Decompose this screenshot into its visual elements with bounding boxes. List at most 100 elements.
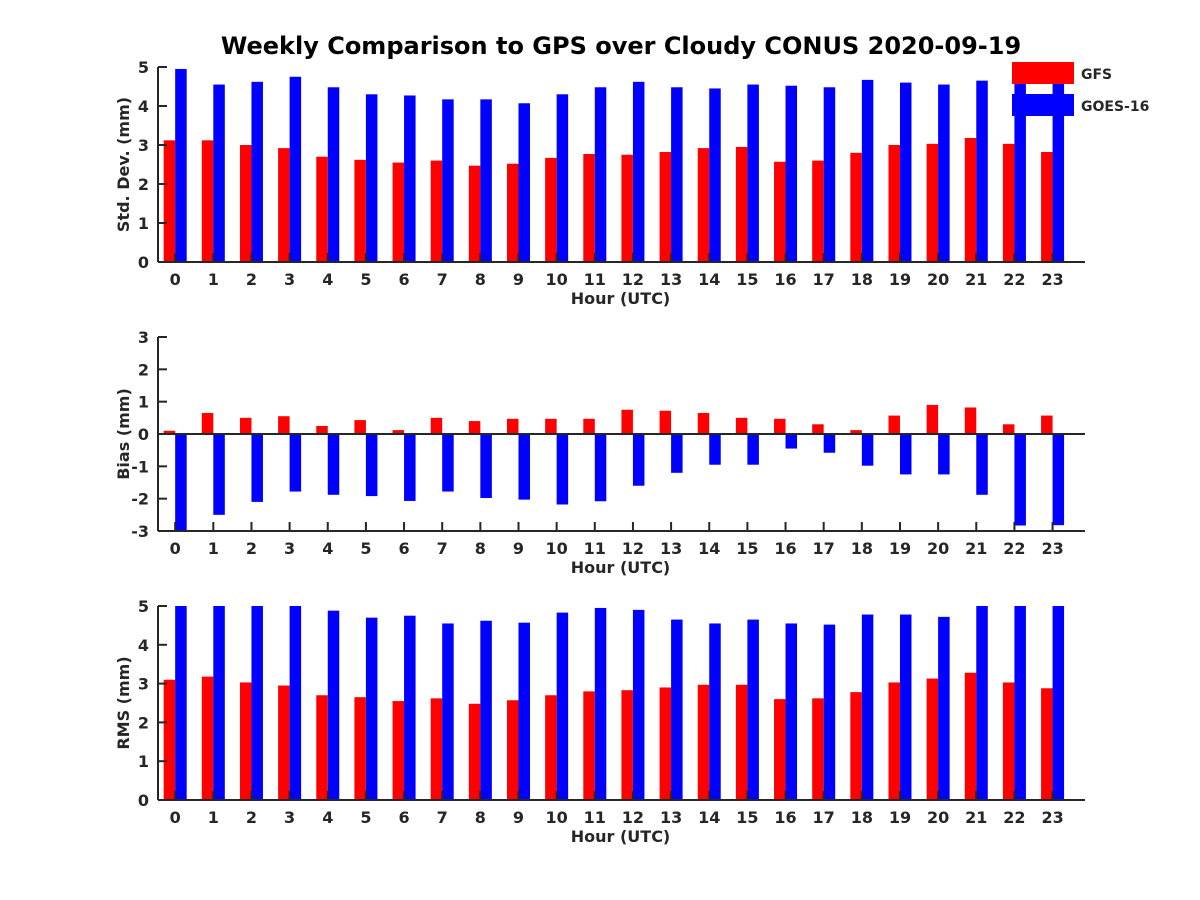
bar-gfs-hour-22: [1002, 143, 1015, 262]
bar-gfs-hour-9: [507, 163, 519, 262]
x-tick-label: 10: [546, 539, 568, 558]
bar-goes-16-hour-7: [442, 623, 454, 800]
x-tick-label: 14: [698, 808, 720, 827]
bar-gfs-hour-20: [926, 143, 939, 262]
bar-gfs-hour-5: [354, 159, 366, 262]
x-tick-label: 18: [851, 808, 873, 827]
y-tick-label: 1: [138, 752, 149, 771]
x-tick-label: 9: [513, 270, 524, 289]
x-tick-label: 16: [774, 808, 796, 827]
legend-label-goes-16: GOES-16: [1081, 99, 1149, 115]
x-tick-label: 4: [322, 270, 333, 289]
bar-gfs-hour-10: [545, 418, 557, 434]
bar-gfs-hour-20: [926, 404, 939, 434]
x-tick-label: 16: [774, 539, 796, 558]
bar-gfs-hour-21: [964, 407, 977, 434]
bar-gfs-hour-12: [621, 409, 633, 434]
bar-goes-16-hour-15: [747, 84, 759, 262]
bar-goes-16-hour-6: [404, 434, 416, 501]
bar-gfs-hour-4: [316, 156, 328, 262]
bar-gfs-hour-20: [926, 678, 939, 800]
bar-gfs-hour-6: [392, 162, 405, 262]
x-tick-label: 6: [398, 808, 409, 827]
bar-goes-16-hour-16: [785, 623, 798, 800]
x-tick-label: 8: [475, 539, 486, 558]
bar-gfs-hour-15: [735, 684, 748, 800]
bar-gfs-hour-5: [354, 420, 366, 434]
x-tick-label: 2: [246, 808, 257, 827]
x-tick-label: 15: [736, 808, 758, 827]
bar-gfs-hour-17: [812, 698, 824, 800]
y-tick-label: 5: [138, 597, 149, 616]
bar-gfs-hour-16: [774, 161, 786, 262]
bar-goes-16-hour-2: [251, 81, 263, 262]
y-axis-label: Bias (mm): [114, 388, 133, 480]
bar-gfs-hour-16: [774, 699, 786, 800]
bar-gfs-hour-18: [850, 692, 862, 800]
bar-goes-16-hour-21: [976, 80, 988, 263]
bar-gfs-hour-22: [1002, 682, 1015, 800]
x-tick-label: 13: [660, 808, 682, 827]
bar-goes-16-hour-18: [861, 434, 874, 466]
y-tick-label: 2: [138, 175, 149, 194]
x-tick-label: 21: [965, 808, 987, 827]
x-tick-label: 5: [360, 270, 371, 289]
bar-goes-16-hour-22: [1014, 606, 1026, 800]
x-tick-label: 19: [889, 270, 911, 289]
bar-gfs-hour-21: [964, 672, 977, 800]
x-tick-label: 4: [322, 808, 333, 827]
bar-goes-16-hour-0: [175, 606, 187, 800]
bar-goes-16-hour-18: [861, 614, 874, 800]
bar-gfs-hour-22: [1002, 424, 1015, 434]
bar-gfs-hour-18: [850, 430, 862, 434]
y-tick-label: 1: [138, 214, 149, 233]
bar-gfs-hour-4: [316, 425, 328, 434]
x-tick-label: 23: [1041, 539, 1063, 558]
bar-gfs-hour-0: [163, 140, 176, 262]
bar-gfs-hour-11: [583, 691, 595, 800]
bar-goes-16-hour-19: [899, 614, 912, 800]
y-tick-label: -1: [131, 457, 149, 476]
bar-gfs-hour-13: [659, 687, 672, 800]
bar-gfs-hour-15: [735, 417, 748, 434]
bar-goes-16-hour-4: [327, 87, 340, 262]
bar-goes-16-hour-13: [671, 434, 683, 473]
x-axis-label: Hour (UTC): [571, 827, 671, 846]
bar-gfs-hour-12: [621, 154, 633, 262]
bar-gfs-hour-19: [888, 415, 900, 434]
x-tick-label: 5: [360, 539, 371, 558]
x-tick-label: 22: [1003, 270, 1025, 289]
bar-goes-16-hour-19: [899, 82, 912, 262]
bar-goes-16-hour-23: [1052, 606, 1065, 800]
bar-goes-16-hour-3: [289, 76, 302, 262]
bar-goes-16-hour-17: [823, 87, 836, 262]
bar-goes-16-hour-4: [327, 610, 340, 800]
x-tick-label: 14: [698, 539, 720, 558]
x-tick-label: 0: [170, 539, 181, 558]
bar-gfs-hour-15: [735, 146, 748, 262]
bar-goes-16-hour-22: [1014, 74, 1026, 263]
bar-goes-16-hour-8: [480, 434, 492, 499]
y-tick-label: 4: [138, 636, 149, 655]
x-tick-label: 7: [437, 270, 448, 289]
x-tick-label: 2: [246, 539, 257, 558]
bar-gfs-hour-16: [774, 418, 786, 434]
bar-goes-16-hour-13: [671, 87, 683, 262]
bar-gfs-hour-7: [430, 160, 443, 262]
bar-goes-16-hour-12: [632, 609, 645, 800]
bar-gfs-hour-23: [1041, 152, 1053, 262]
x-tick-label: 2: [246, 270, 257, 289]
bar-goes-16-hour-7: [442, 99, 454, 263]
x-tick-label: 1: [208, 270, 219, 289]
x-tick-label: 9: [513, 539, 524, 558]
x-tick-label: 3: [284, 808, 295, 827]
bar-gfs-hour-14: [697, 148, 710, 262]
x-tick-label: 0: [170, 270, 181, 289]
bar-gfs-hour-3: [278, 416, 290, 434]
x-tick-label: 13: [660, 539, 682, 558]
bar-goes-16-hour-6: [404, 95, 416, 262]
bar-goes-16-hour-14: [709, 623, 721, 800]
y-tick-label: -2: [131, 490, 149, 509]
x-tick-label: 19: [889, 539, 911, 558]
